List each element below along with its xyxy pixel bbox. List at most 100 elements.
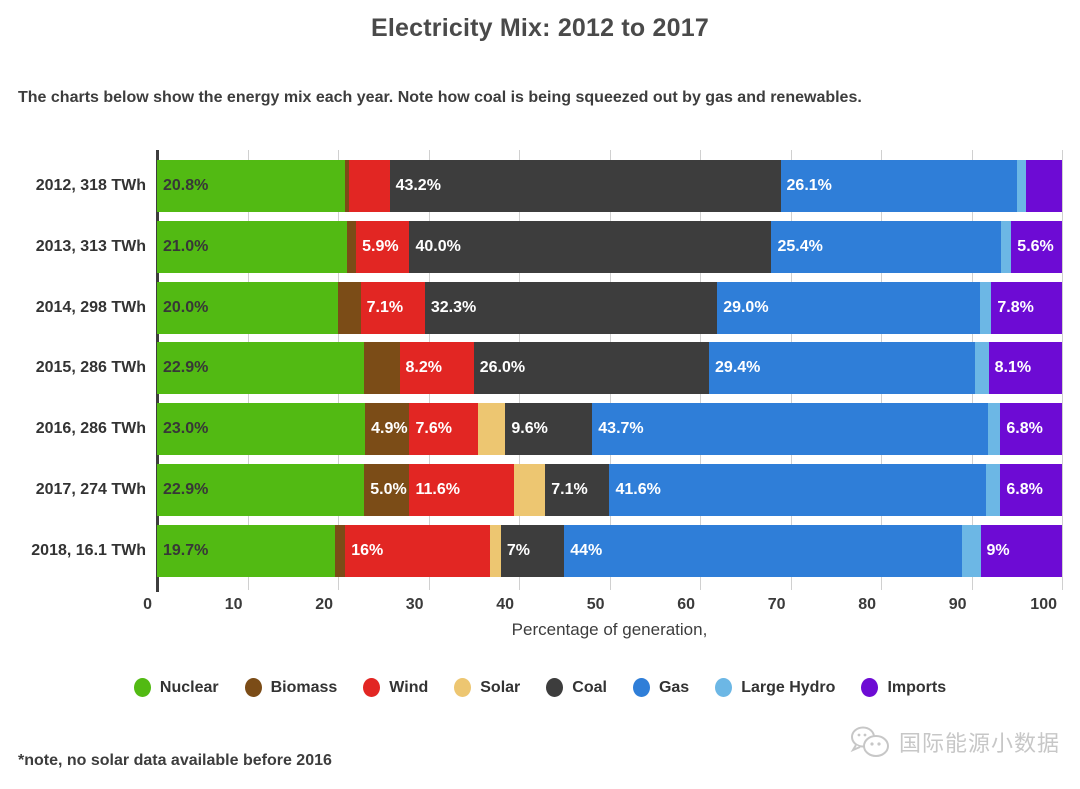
segment-imports: 7.8% xyxy=(991,281,1062,334)
segment-value-label: 20.0% xyxy=(163,298,209,316)
footnote: *note, no solar data available before 20… xyxy=(18,752,332,769)
segment-value-label: 6.8% xyxy=(1006,420,1043,438)
segment-value-label: 8.1% xyxy=(994,359,1032,377)
legend: Nuclear Biomass Wind Solar Coal Gas Large Hydr… xyxy=(0,678,1080,697)
segment-wind: 11.6% xyxy=(409,464,515,516)
segment-value-label: 9.6% xyxy=(511,420,548,438)
segment-large-hydro xyxy=(975,342,989,395)
legend-label: Coal xyxy=(572,678,607,696)
segment-nuclear: 20.8% xyxy=(157,160,346,212)
segment-wind: 16% xyxy=(345,524,491,577)
segment-wind: 7.6% xyxy=(409,403,479,456)
segment-value-label: 43.2% xyxy=(395,177,441,194)
segment-large-hydro xyxy=(987,403,1001,456)
segment-value-label: 29.0% xyxy=(723,298,769,316)
bar-row-2015: 22.9% 8.2% 26.0% 29.4% 8.1% xyxy=(157,342,1062,395)
legend-label: Nuclear xyxy=(159,678,219,696)
bar-row-2014: 20.0% 7.1% 32.3% 29.0% 7.8% xyxy=(157,281,1062,334)
segment-value-label: 22.9% xyxy=(163,359,209,377)
segment-imports xyxy=(1025,160,1062,212)
segment-value-label: 26.1% xyxy=(786,177,832,194)
segment-value-label: 21.0% xyxy=(163,237,209,255)
segment-coal: 40.0% xyxy=(409,220,772,273)
legend-swatch-icon xyxy=(244,678,262,697)
x-tick-label: 20 xyxy=(315,596,333,613)
segment-value-label: 5.0% xyxy=(370,481,407,498)
segment-gas: 43.7% xyxy=(592,403,988,456)
watermark-text: 国际能源小数据 xyxy=(898,731,1060,756)
x-tick-label: 50 xyxy=(586,596,605,613)
legend-item-gas: Gas xyxy=(632,678,690,697)
x-tick-label: 70 xyxy=(767,596,786,613)
segment-large-hydro xyxy=(979,281,992,334)
segment-nuclear: 22.9% xyxy=(157,342,365,395)
legend-label: Gas xyxy=(658,678,690,696)
legend-item-nuclear: Nuclear xyxy=(133,678,219,697)
segment-gas: 41.6% xyxy=(609,464,986,516)
segment-value-label: 19.7% xyxy=(163,541,209,559)
segment-coal: 26.0% xyxy=(473,342,710,395)
segment-imports: 8.1% xyxy=(988,342,1062,395)
legend-label: Biomass xyxy=(270,678,338,696)
segment-value-label: 25.4% xyxy=(777,237,823,255)
watermark: 国际能源小数据 xyxy=(848,724,1060,760)
y-axis-row-label: 2014, 298 TWh xyxy=(35,298,146,316)
legend-swatch-icon xyxy=(133,678,151,697)
segment-value-label: 43.7% xyxy=(598,420,644,438)
legend-label: Imports xyxy=(887,678,947,696)
segment-value-label: 6.8% xyxy=(1006,481,1043,498)
segment-large-hydro xyxy=(1016,160,1026,212)
segment-value-label: 8.2% xyxy=(405,359,442,377)
x-tick-label: 80 xyxy=(858,596,876,613)
segment-gas: 26.1% xyxy=(780,160,1017,212)
y-axis-row-label: 2016, 286 TWh xyxy=(35,420,146,438)
segment-coal: 7.1% xyxy=(545,464,610,516)
segment-wind: 5.9% xyxy=(356,220,410,273)
segment-imports: 6.8% xyxy=(1000,464,1062,516)
legend-item-large-hydro: Large Hydro xyxy=(715,678,835,697)
legend-item-biomass: Biomass xyxy=(244,678,338,697)
legend-label: Solar xyxy=(480,678,521,696)
segment-biomass xyxy=(335,524,346,577)
bar-row-2012: 20.8% 43.2% 26.1% xyxy=(157,160,1062,212)
x-axis-label: Percentage of generation, xyxy=(511,620,708,639)
bar-row-2013: 21.0% 5.9% 40.0% 25.4% 5.6% xyxy=(157,220,1062,273)
bar-row-2017: 22.9% 5.0% 11.6% 7.1% 41.6% 6.8% xyxy=(157,464,1062,516)
page-title: Electricity Mix: 2012 to 2017 xyxy=(371,14,709,42)
legend-item-coal: Coal xyxy=(546,678,607,697)
gridline xyxy=(1062,150,1063,590)
segment-value-label: 11.6% xyxy=(415,481,460,498)
legend-swatch-icon xyxy=(546,678,564,697)
segment-wind xyxy=(348,160,390,212)
segment-value-label: 20.8% xyxy=(163,177,209,194)
segment-coal: 9.6% xyxy=(505,403,593,456)
legend-label: Large Hydro xyxy=(741,678,836,696)
chart-subtitle: The charts below show the energy mix eac… xyxy=(18,89,862,106)
y-axis-row-label: 2017, 274 TWh xyxy=(35,481,146,498)
segment-nuclear: 20.0% xyxy=(157,281,338,334)
segment-imports: 6.8% xyxy=(1000,403,1062,456)
segment-value-label: 44% xyxy=(570,541,603,559)
y-axis-row-label: 2013, 313 TWh xyxy=(35,237,146,255)
x-tick-label: 60 xyxy=(677,596,695,613)
segment-biomass: 4.9% xyxy=(365,403,410,456)
y-axis-row-label: 2015, 286 TWh xyxy=(35,359,146,377)
segment-large-hydro xyxy=(962,524,981,577)
legend-item-wind: Wind xyxy=(363,678,428,697)
x-tick-label: 100 xyxy=(1030,596,1057,613)
x-tick-label: 90 xyxy=(948,596,967,613)
segment-gas: 25.4% xyxy=(771,220,1002,273)
y-axis-row-label: 2012, 318 TWh xyxy=(35,177,146,194)
segment-value-label: 4.9% xyxy=(371,420,408,438)
x-tick-label: 30 xyxy=(405,596,424,613)
legend-item-solar: Solar xyxy=(454,678,520,697)
segment-biomass xyxy=(347,220,357,273)
bar-row-2016: 23.0% 4.9% 7.6% 9.6% 43.7% 6.8% xyxy=(157,403,1062,456)
segment-value-label: 41.6% xyxy=(615,481,661,498)
segment-value-label: 7.1% xyxy=(366,298,404,316)
plot-area: 0 10 20 30 40 50 60 70 80 90 100 2012, 318 TWh 20.8%… xyxy=(31,150,1063,613)
wechat-logo-icon xyxy=(850,726,889,757)
segment-biomass: 5.0% xyxy=(364,464,410,516)
segment-solar xyxy=(490,524,501,577)
segment-biomass xyxy=(364,342,400,395)
